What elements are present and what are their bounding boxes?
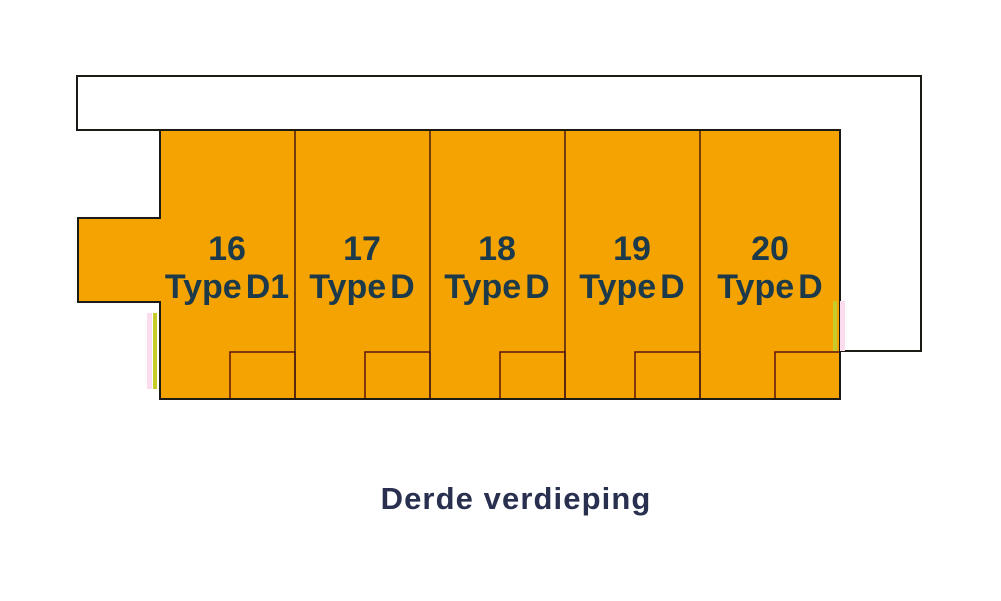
svg-text:18: 18: [478, 230, 516, 268]
svg-text:20: 20: [751, 230, 789, 268]
svg-text:Derde verdieping: Derde verdieping: [381, 481, 652, 516]
svg-text:17: 17: [343, 230, 381, 268]
svg-text:16: 16: [208, 230, 246, 268]
svg-text:19: 19: [613, 230, 651, 268]
